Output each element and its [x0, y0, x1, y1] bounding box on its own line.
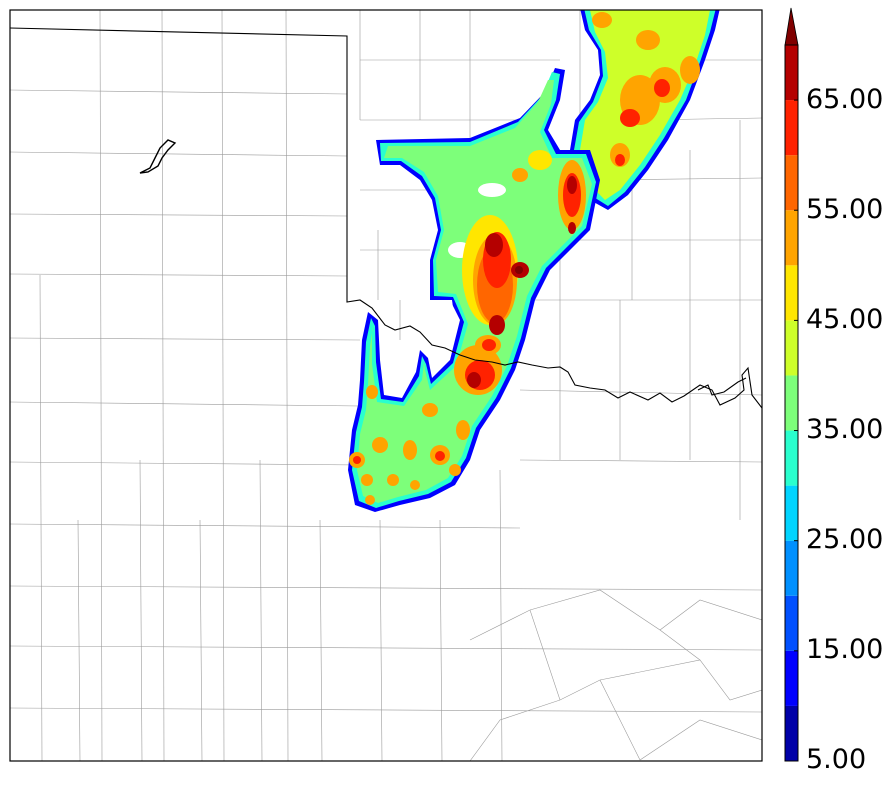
- colorbar-tick-label-25: 25.00: [806, 524, 884, 555]
- colorbar-frame: [784, 44, 799, 762]
- colorbar-segment: [785, 485, 798, 541]
- colorbar-segment: [785, 320, 798, 376]
- colorbar-segment: [785, 100, 798, 156]
- colorbar-segment: [785, 705, 798, 761]
- colorbar-segment: [785, 155, 798, 211]
- reflectivity-field: [348, 10, 720, 512]
- colorbar: [784, 7, 799, 762]
- colorbar-segment: [785, 45, 798, 101]
- colorbar-segment: [785, 265, 798, 321]
- county-boundaries: [10, 10, 762, 761]
- colorbar-tick-label-5: 5.00: [806, 744, 867, 775]
- colorbar-tick-label-15: 15.00: [806, 634, 884, 665]
- colorbar-segment: [785, 375, 798, 431]
- colorbar-segment: [785, 540, 798, 596]
- colorbar-tick-label-55: 55.00: [806, 194, 884, 225]
- colorbar-tick-label-65: 65.00: [806, 84, 884, 115]
- map-frame: [9, 9, 763, 762]
- reflectivity-cores: [349, 12, 700, 505]
- colorbar-segment: [785, 210, 798, 266]
- colorbar-extend-arrow: [784, 7, 799, 46]
- state-boundaries: [10, 27, 762, 409]
- colorbar-tick-label-35: 35.00: [806, 414, 884, 445]
- colorbar-tick-label-45: 45.00: [806, 304, 884, 335]
- colorbar-segment: [785, 430, 798, 486]
- lake-shape: [139, 139, 177, 174]
- colorbar-segment: [785, 595, 798, 651]
- colorbar-segment: [785, 650, 798, 706]
